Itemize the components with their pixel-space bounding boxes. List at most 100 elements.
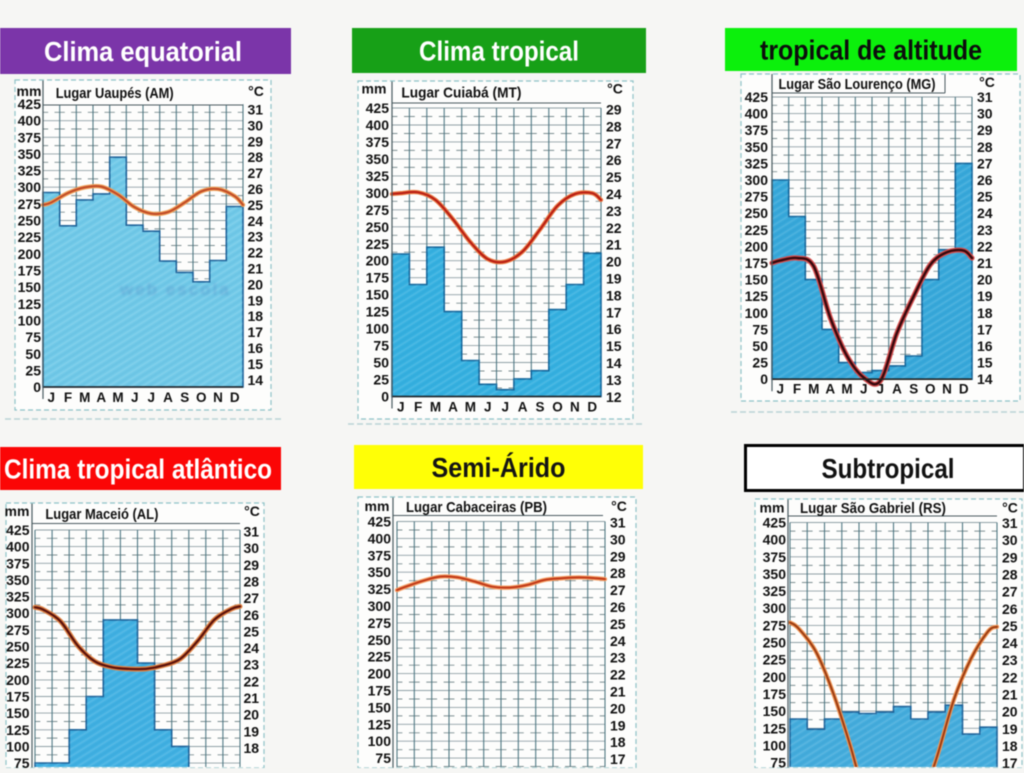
svg-text:31: 31 [610,515,626,531]
svg-text:F: F [414,400,422,415]
svg-text:175: 175 [6,689,30,705]
svg-text:F: F [793,382,801,397]
svg-text:Clima tropical atlântico: Clima tropical atlântico [4,454,272,485]
svg-text:275: 275 [763,617,787,633]
svg-text:31: 31 [1002,515,1018,531]
svg-text:23: 23 [606,203,622,219]
svg-text:21: 21 [244,690,260,706]
svg-text:Lugar Cuiabá (MT): Lugar Cuiabá (MT) [401,85,521,102]
svg-text:A: A [892,382,902,397]
svg-text:31: 31 [248,102,264,118]
svg-text:J: J [48,390,56,405]
svg-text:200: 200 [366,253,390,269]
svg-text:30: 30 [1002,532,1018,548]
svg-text:°C: °C [248,83,264,99]
svg-text:29: 29 [244,557,260,573]
svg-text:24: 24 [248,213,264,229]
svg-text:23: 23 [610,650,626,666]
svg-text:19: 19 [977,288,993,304]
svg-text:22: 22 [244,673,260,689]
svg-text:25: 25 [610,616,626,632]
svg-text:°C: °C [1002,500,1018,516]
svg-text:20: 20 [606,254,622,270]
svg-text:350: 350 [18,146,42,162]
svg-text:175: 175 [763,686,787,702]
svg-text:375: 375 [6,555,30,571]
svg-text:°C: °C [979,74,995,90]
svg-text:125: 125 [18,296,42,312]
svg-text:200: 200 [763,669,787,685]
svg-text:28: 28 [977,139,993,155]
svg-text:J: J [860,382,868,397]
svg-text:tropical de altitude: tropical de altitude [760,35,982,66]
svg-text:15: 15 [248,356,264,372]
svg-text:20: 20 [244,707,260,723]
svg-text:350: 350 [368,564,392,580]
svg-text:Lugar Cabaceiras (PB): Lugar Cabaceiras (PB) [406,499,547,516]
svg-text:19: 19 [606,271,622,287]
svg-text:29: 29 [606,102,622,118]
svg-text:19: 19 [248,292,264,308]
svg-text:100: 100 [6,739,30,755]
svg-text:°C: °C [244,503,260,519]
svg-text:Clima equatorial: Clima equatorial [44,36,242,67]
svg-text:21: 21 [1002,687,1018,703]
svg-text:21: 21 [977,255,993,271]
svg-text:0: 0 [381,389,389,405]
svg-text:31: 31 [244,524,260,540]
svg-text:O: O [552,400,563,415]
svg-text:28: 28 [606,118,622,134]
svg-text:18: 18 [610,734,626,750]
svg-text:13: 13 [606,372,622,388]
svg-text:0: 0 [33,379,41,395]
svg-text:22: 22 [977,238,993,254]
svg-text:J: J [397,400,405,415]
svg-text:425: 425 [18,96,42,112]
svg-text:425: 425 [366,100,390,116]
svg-text:20: 20 [977,272,993,288]
svg-text:S: S [180,390,189,405]
svg-text:50: 50 [25,346,41,362]
svg-text:J: J [131,390,139,405]
svg-text:400: 400 [763,532,787,548]
svg-text:O: O [925,382,936,397]
svg-text:22: 22 [610,667,626,683]
svg-text:19: 19 [244,723,260,739]
svg-text:18: 18 [1002,738,1018,754]
svg-text:275: 275 [368,615,392,631]
svg-text:31: 31 [977,89,993,105]
svg-text:150: 150 [763,703,787,719]
svg-text:J: J [777,382,785,397]
svg-text:300: 300 [745,172,769,188]
svg-text:24: 24 [1002,635,1018,651]
svg-text:A: A [518,400,528,415]
svg-text:27: 27 [244,590,260,606]
svg-text:300: 300 [368,598,392,614]
svg-text:29: 29 [610,548,626,564]
svg-text:web escola: web escola [119,280,231,299]
svg-text:23: 23 [244,657,260,673]
svg-text:250: 250 [368,632,392,648]
svg-text:26: 26 [606,152,622,168]
svg-text:25: 25 [752,355,768,371]
svg-text:20: 20 [1002,704,1018,720]
svg-text:425: 425 [368,514,392,530]
svg-text:mm: mm [362,81,387,97]
svg-text:22: 22 [248,245,264,261]
svg-text:25: 25 [977,189,993,205]
svg-text:27: 27 [1002,584,1018,600]
svg-text:400: 400 [366,117,390,133]
svg-text:18: 18 [244,740,260,756]
svg-text:30: 30 [610,531,626,547]
svg-text:Semi-Árido: Semi-Árido [432,452,566,483]
svg-text:M: M [430,400,441,415]
svg-text:17: 17 [977,321,993,337]
svg-text:250: 250 [18,213,42,229]
svg-text:18: 18 [606,287,622,303]
svg-text:400: 400 [745,106,769,122]
svg-text:M: M [465,400,476,415]
svg-text:250: 250 [366,219,390,235]
svg-text:100: 100 [368,733,392,749]
svg-text:17: 17 [248,324,264,340]
svg-text:225: 225 [366,236,390,252]
